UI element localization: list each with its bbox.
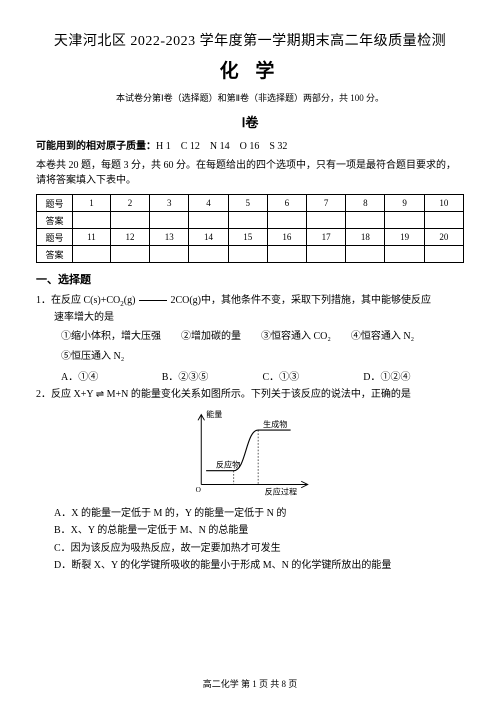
table-row: 答案 bbox=[37, 212, 464, 229]
col-num: 15 bbox=[228, 229, 267, 246]
q2-opt-b: B．X、Y 的总能量一定低于 M、N 的总能量 bbox=[36, 523, 464, 539]
ans-label: 答案 bbox=[37, 246, 73, 263]
energy-diagram: 能量 生成物 反应物 O 反应过程 bbox=[36, 407, 464, 500]
row-label: 题号 bbox=[37, 195, 73, 212]
col-num: 8 bbox=[346, 195, 385, 212]
question-2: 2．反应 X+Y ⇌ M+N 的能量变化关系如图所示。下列关于该反应的说法中，正… bbox=[36, 387, 464, 403]
col-num: 1 bbox=[73, 195, 111, 212]
atomic-mass-values: H 1 C 12 N 14 O 16 S 32 bbox=[156, 141, 287, 152]
q1-number: 1． bbox=[36, 295, 51, 306]
main-title: 天津河北区 2022-2023 学年度第一学期期末高二年级质量检测 bbox=[36, 30, 464, 50]
products-label: 生成物 bbox=[263, 419, 287, 429]
col-num: 2 bbox=[110, 195, 149, 212]
section-choice-heading: 一、选择题 bbox=[36, 271, 464, 287]
table-row: 答案 bbox=[37, 246, 464, 263]
xlabel-text: 反应过程 bbox=[265, 486, 297, 496]
instructions: 本卷共 20 题，每题 3 分，共 60 分。在每题给出的四个选项中，只有一项是… bbox=[36, 158, 464, 188]
subject-title: 化 学 bbox=[36, 56, 464, 83]
section-roman: Ⅰ卷 bbox=[36, 112, 464, 131]
q2-opt-a: A．X 的能量一定低于 M 的，Y 的能量一定低于 N 的 bbox=[36, 506, 464, 522]
q2-opt-d: D．断裂 X、Y 的化学键所吸收的能量小于形成 M、N 的化学键所放出的能量 bbox=[36, 558, 464, 574]
col-num: 18 bbox=[346, 229, 385, 246]
col-num: 5 bbox=[228, 195, 267, 212]
q1-opt-c: C．①③ bbox=[263, 368, 364, 383]
q2-number: 2． bbox=[36, 389, 51, 400]
reactants-label: 反应物 bbox=[216, 459, 240, 469]
col-num: 12 bbox=[110, 229, 149, 246]
col-num: 3 bbox=[150, 195, 189, 212]
ans-label: 答案 bbox=[37, 212, 73, 229]
energy-svg: 能量 生成物 反应物 O 反应过程 bbox=[185, 407, 315, 497]
q1-stem-b: (g) bbox=[124, 295, 136, 306]
table-row: 题号 11 12 13 14 15 16 17 18 19 20 bbox=[37, 229, 464, 246]
q1-abcd: A．①④ B．②③⑤ C．①③ D．①②④ bbox=[36, 368, 464, 383]
col-num: 17 bbox=[307, 229, 346, 246]
col-num: 19 bbox=[385, 229, 424, 246]
table-row: 题号 1 2 3 4 5 6 7 8 9 10 bbox=[37, 195, 464, 212]
q1-stem-a: 在反应 C(s)+CO bbox=[51, 295, 120, 306]
q1-stem-line2: 速率增大的是 bbox=[36, 310, 464, 326]
ylabel-text: 能量 bbox=[206, 409, 222, 419]
q1-stem-c: 2CO(g)中，其他条件不变，采取下列措施，其中能够使反应 bbox=[170, 295, 431, 306]
q2-stem: 反应 X+Y ⇌ M+N 的能量变化关系如图所示。下列关于该反应的说法中，正确的… bbox=[51, 389, 411, 400]
col-num: 9 bbox=[385, 195, 424, 212]
q1-options-line1: ①缩小体积，增大压强 ②增加碳的量 ③恒容通入 CO₂ ④恒容通入 N₂ bbox=[36, 329, 464, 345]
col-num: 11 bbox=[73, 229, 111, 246]
paper-desc: 本试卷分第Ⅰ卷（选择题）和第Ⅱ卷（非选择题）两部分，共 100 分。 bbox=[36, 91, 464, 104]
row-label: 题号 bbox=[37, 229, 73, 246]
q1-options-line2: ⑤恒压通入 N₂ bbox=[36, 349, 464, 365]
q1-opt-a: A．①④ bbox=[61, 368, 162, 383]
col-num: 14 bbox=[189, 229, 228, 246]
col-num: 13 bbox=[150, 229, 189, 246]
col-num: 4 bbox=[189, 195, 228, 212]
q2-opt-c: C．因为该反应为吸热反应，故一定要加热才可发生 bbox=[36, 541, 464, 557]
atomic-mass-line: 可能用到的相对原子质量：H 1 C 12 N 14 O 16 S 32 bbox=[36, 137, 464, 152]
q1-opt-b: B．②③⑤ bbox=[162, 368, 263, 383]
col-num: 6 bbox=[267, 195, 306, 212]
col-num: 7 bbox=[307, 195, 346, 212]
q1-opt-d: D．①②④ bbox=[363, 368, 464, 383]
col-num: 10 bbox=[424, 195, 463, 212]
page-footer: 高二化学 第 1 页 共 8 页 bbox=[0, 677, 500, 690]
col-num: 20 bbox=[424, 229, 463, 246]
answer-table-1: 题号 1 2 3 4 5 6 7 8 9 10 答案 题号 11 12 13 1… bbox=[36, 194, 464, 263]
col-num: 16 bbox=[267, 229, 306, 246]
origin-label: O bbox=[196, 485, 201, 494]
question-1: 1．在反应 C(s)+CO2(g) 2CO(g)中，其他条件不变，采取下列措施，… bbox=[36, 293, 464, 325]
atomic-mass-label: 可能用到的相对原子质量： bbox=[36, 141, 156, 152]
